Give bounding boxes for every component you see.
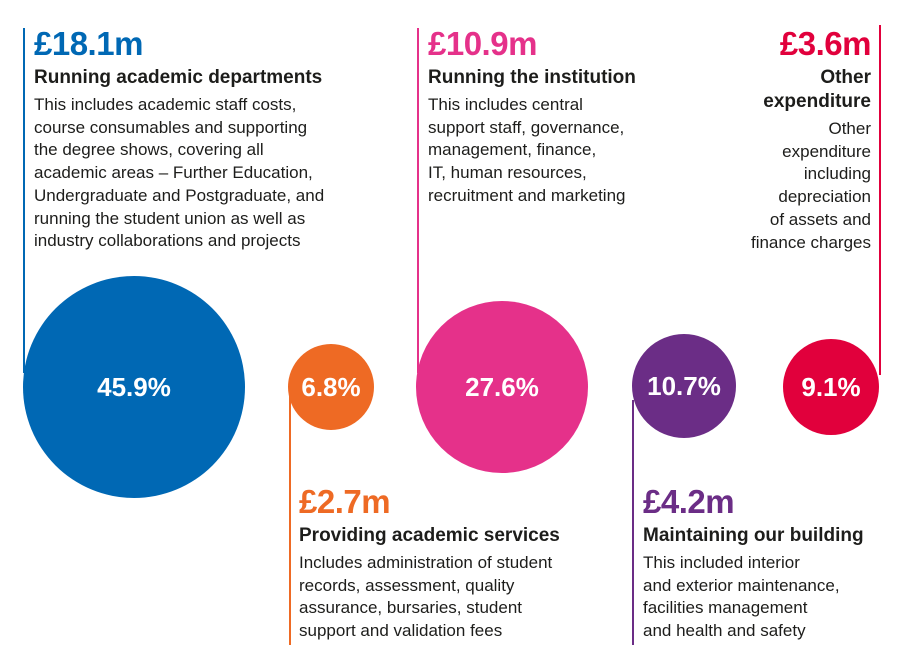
bubble-academic: 45.9%	[23, 276, 245, 498]
text-line: and exterior maintenance,	[643, 575, 840, 595]
percent-label: 6.8%	[301, 371, 361, 402]
amount: £2.7m	[299, 483, 391, 520]
text-line: depreciation	[778, 187, 871, 207]
text-line: IT, human resources,	[428, 163, 587, 183]
block-other: £3.6m Other expenditure Other expenditure i…	[700, 25, 872, 254]
text-line: Includes administration of student	[299, 553, 553, 572]
amount: £18.1m	[34, 25, 143, 62]
text-line: including	[803, 164, 871, 184]
block-building: £4.2m Maintaining our building This incl…	[643, 484, 903, 643]
title: Other expenditure	[700, 66, 871, 114]
text-line: This included interior	[643, 553, 800, 572]
connector-line-other	[879, 25, 881, 375]
connector-line-academic	[23, 28, 25, 373]
block-services: £2.7m Providing academic services Includ…	[299, 484, 619, 643]
block-academic: £18.1m Running academic departments This…	[34, 26, 374, 253]
block-institution: £10.9m Running the institution This incl…	[428, 26, 728, 208]
text-line: and health and safety	[643, 621, 806, 641]
bubble-institution: 27.6%	[416, 301, 588, 473]
text-line: expenditure	[782, 141, 871, 161]
text-line: assurance, bursaries, student	[299, 598, 523, 618]
description: This includes central support staff, gove…	[428, 94, 728, 208]
text-line: records, assessment, quality	[299, 575, 515, 595]
amount: £4.2m	[643, 483, 735, 520]
title: Running academic departments	[34, 67, 323, 88]
description: Includes administration of student record…	[299, 552, 619, 643]
text-line: This includes central	[428, 95, 583, 114]
text-line: This includes academic staff costs,	[34, 95, 297, 114]
connector-line-services	[289, 395, 291, 645]
text-line: Undergraduate and Postgraduate, and	[34, 185, 325, 205]
title: Maintaining our building	[643, 525, 864, 546]
text-line: academic areas – Further Education,	[34, 163, 313, 183]
text-line: support staff, governance,	[428, 117, 625, 137]
text-line: support and validation fees	[299, 621, 503, 641]
text-line: course consumables and supporting	[34, 117, 308, 137]
percent-label: 9.1%	[801, 371, 861, 402]
amount: £10.9m	[428, 25, 537, 62]
text-line: Other	[820, 67, 871, 88]
description: This includes academic staff costs, cours…	[34, 94, 374, 253]
connector-line-building	[632, 400, 634, 645]
text-line: finance charges	[750, 232, 871, 252]
connector-line-institution	[417, 28, 419, 373]
bubble-services: 6.8%	[288, 344, 374, 430]
text-line: facilities management	[643, 598, 808, 618]
description: Other expenditure including depreciation of …	[700, 118, 871, 254]
text-line: expenditure	[763, 91, 871, 112]
percent-label: 10.7%	[647, 370, 721, 401]
description: This included interior and exterior maint…	[643, 552, 903, 643]
text-line: the degree shows, covering all	[34, 140, 264, 160]
text-line: of assets and	[769, 209, 871, 229]
bubble-building: 10.7%	[632, 334, 736, 438]
text-line: management, finance,	[428, 140, 597, 160]
percent-label: 45.9%	[97, 371, 171, 402]
text-line: industry collaborations and projects	[34, 231, 301, 251]
amount: £3.6m	[779, 25, 872, 62]
percent-label: 27.6%	[465, 371, 539, 402]
bubble-other: 9.1%	[783, 339, 879, 435]
text-line: recruitment and marketing	[428, 185, 626, 205]
text-line: running the student union as well as	[34, 208, 306, 228]
title: Running the institution	[428, 67, 636, 88]
text-line: Other	[828, 119, 871, 138]
title: Providing academic services	[299, 525, 560, 546]
